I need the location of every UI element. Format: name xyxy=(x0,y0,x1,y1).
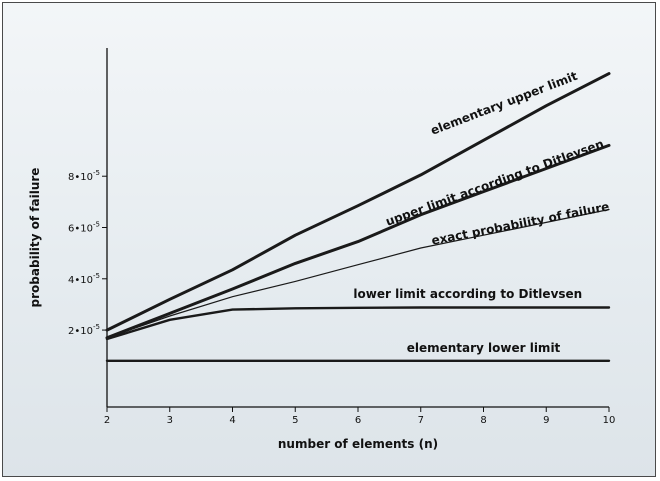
series-label-5: elementary lower limit xyxy=(407,341,561,355)
x-ticks: 2 3 4 5 6 7 8 9 10 xyxy=(104,407,616,426)
y-tick-label: 4•10-5 xyxy=(68,272,100,286)
x-tick-label: 5 xyxy=(292,415,298,426)
y-tick-label: 6•10-5 xyxy=(68,221,100,235)
x-tick-label: 8 xyxy=(480,415,486,426)
series-line-1 xyxy=(105,72,611,332)
y-ticks: 2•10-5 4•10-5 6•10-5 8•10-5 xyxy=(68,169,107,337)
series-lines xyxy=(105,72,611,362)
series-line-4 xyxy=(105,306,611,341)
x-tick-label: 3 xyxy=(167,415,173,426)
x-tick-label: 7 xyxy=(418,415,424,426)
x-axis-title: number of elements (n) xyxy=(278,437,438,451)
x-tick-label: 4 xyxy=(229,415,235,426)
line-chart: 2 3 4 5 6 7 8 9 10 2•10-5 4•10-5 6•10-5 8•10-5 elem… xyxy=(28,48,616,451)
chart-frame: 2 3 4 5 6 7 8 9 10 2•10-5 4•10-5 6•10-5 8•10-5 elem… xyxy=(2,2,656,477)
x-tick-label: 10 xyxy=(603,415,616,426)
y-axis-title: probability of failure xyxy=(28,168,42,308)
series-line-2 xyxy=(105,143,611,340)
y-tick-label: 8•10-5 xyxy=(68,169,100,183)
x-tick-label: 9 xyxy=(543,415,549,426)
series-label-4: lower limit according to Ditlevsen xyxy=(353,287,582,301)
series-line-3 xyxy=(106,208,610,339)
series-label-3: exact probability of failure xyxy=(430,199,610,247)
x-tick-label: 6 xyxy=(355,415,361,426)
y-tick-label: 2•10-5 xyxy=(68,323,100,337)
x-tick-label: 2 xyxy=(104,415,110,426)
